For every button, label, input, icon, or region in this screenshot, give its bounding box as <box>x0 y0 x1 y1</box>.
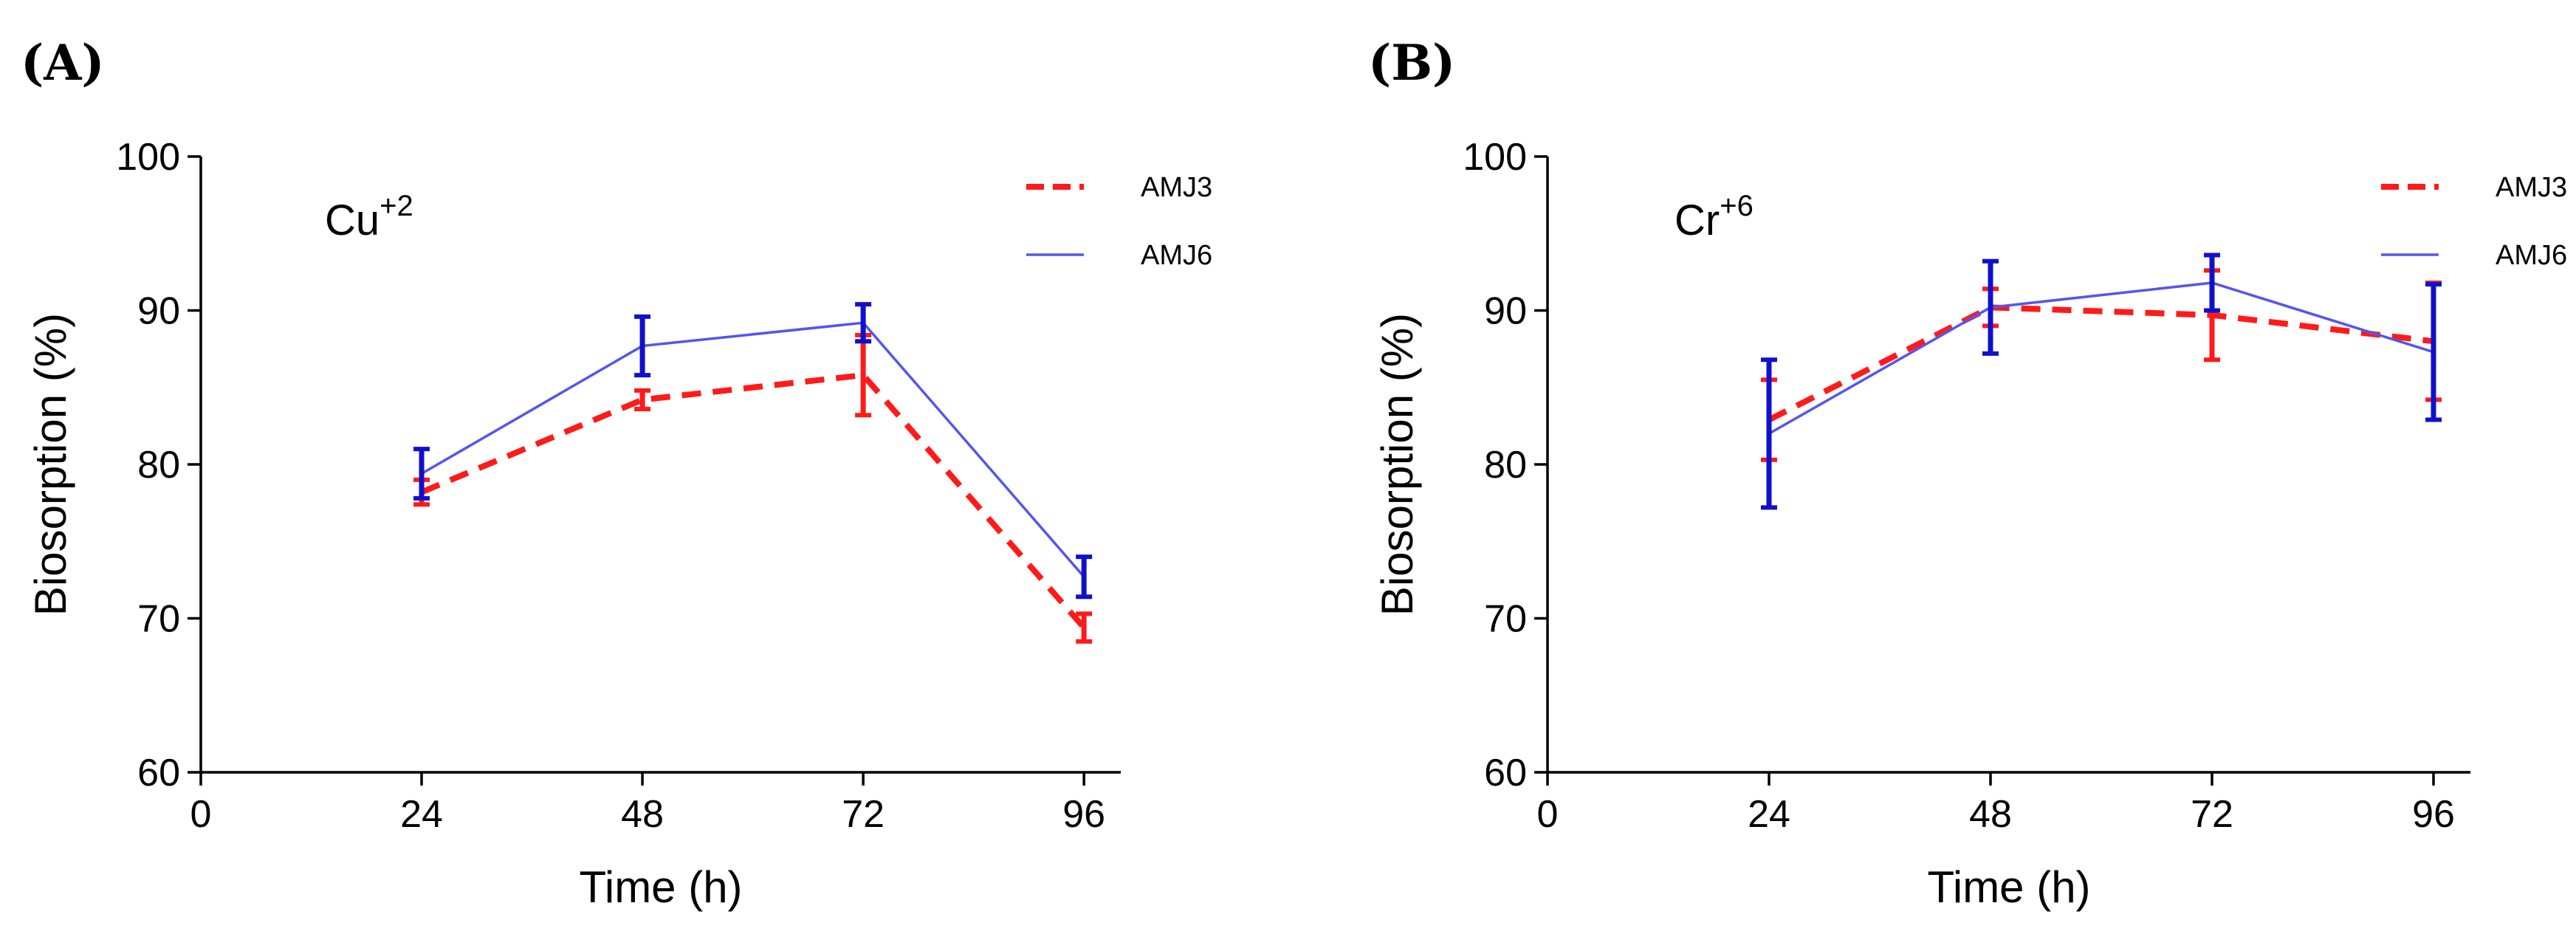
legend-label-amj6: AMJ6 <box>1141 240 1212 271</box>
x-tick-label: 96 <box>1062 793 1105 836</box>
error-bar-amj3 <box>634 388 651 411</box>
y-tick-label: 80 <box>137 444 180 487</box>
error-bar-amj6 <box>2204 253 2220 313</box>
y-tick-label: 60 <box>137 752 180 794</box>
x-tick-label: 0 <box>1537 793 1559 836</box>
chart-panel-a: (A) 60 70 80 90 100 0 24 48 72 96 Time (h) Biosorpti… <box>21 34 1212 912</box>
x-tick-label: 24 <box>1748 793 1790 836</box>
legend-label-amj3: AMJ3 <box>2496 172 2567 203</box>
y-tick-label: 70 <box>1484 598 1527 641</box>
error-bar-amj6 <box>634 314 651 378</box>
legend: AMJ3 AMJ6 <box>1026 172 1212 271</box>
x-tick-label: 48 <box>1969 793 2012 836</box>
x-tick-label: 72 <box>2191 793 2233 836</box>
x-tick-label: 24 <box>400 793 443 836</box>
series-line-amj6 <box>1768 281 2434 435</box>
y-axis-title: Biosorption (%) <box>26 313 75 616</box>
series-line-amj6 <box>421 321 1085 578</box>
x-tick-label: 0 <box>190 793 212 836</box>
y-tick-label: 70 <box>137 598 180 641</box>
error-bar-amj3 <box>1076 611 1093 644</box>
y-axis-title: Biosorption (%) <box>1373 313 1422 616</box>
y-tick-label: 80 <box>1484 444 1527 487</box>
y-tick-label: 100 <box>116 136 180 179</box>
y-tick-label: 90 <box>1484 290 1527 333</box>
series-line-amj3 <box>420 372 1087 630</box>
series-line-amj3 <box>1768 304 2434 423</box>
panel-label: (B) <box>1368 34 1455 92</box>
y-tick-label: 60 <box>1484 752 1527 794</box>
error-bar-amj6 <box>413 447 430 501</box>
error-bar-amj3 <box>855 332 872 418</box>
metal-ion-label: Cr+6 <box>1675 190 1754 244</box>
y-tick-label: 90 <box>137 290 180 333</box>
error-bar-amj6 <box>1761 357 1777 510</box>
x-tick-label: 96 <box>2412 793 2455 836</box>
chart-panel-b: (B) 60 70 80 90 100 0 24 48 72 96 Time (h) Biosorpti… <box>1368 34 2567 912</box>
error-bar-amj6 <box>1982 258 1999 356</box>
legend: AMJ3 AMJ6 <box>2381 172 2567 271</box>
error-bar-amj6 <box>855 302 872 344</box>
error-bar-amj6 <box>1076 554 1093 600</box>
legend-label-amj3: AMJ3 <box>1141 172 1212 203</box>
panel-label: (A) <box>21 34 105 92</box>
error-bar-amj6 <box>2425 282 2442 422</box>
y-tick-label: 100 <box>1463 136 1527 179</box>
x-tick-label: 48 <box>621 793 664 836</box>
metal-ion-label: Cu+2 <box>325 190 413 244</box>
x-axis-title: Time (h) <box>579 862 742 912</box>
legend-label-amj6: AMJ6 <box>2496 240 2567 271</box>
x-tick-label: 72 <box>842 793 885 836</box>
x-axis-title: Time (h) <box>1927 862 2090 912</box>
